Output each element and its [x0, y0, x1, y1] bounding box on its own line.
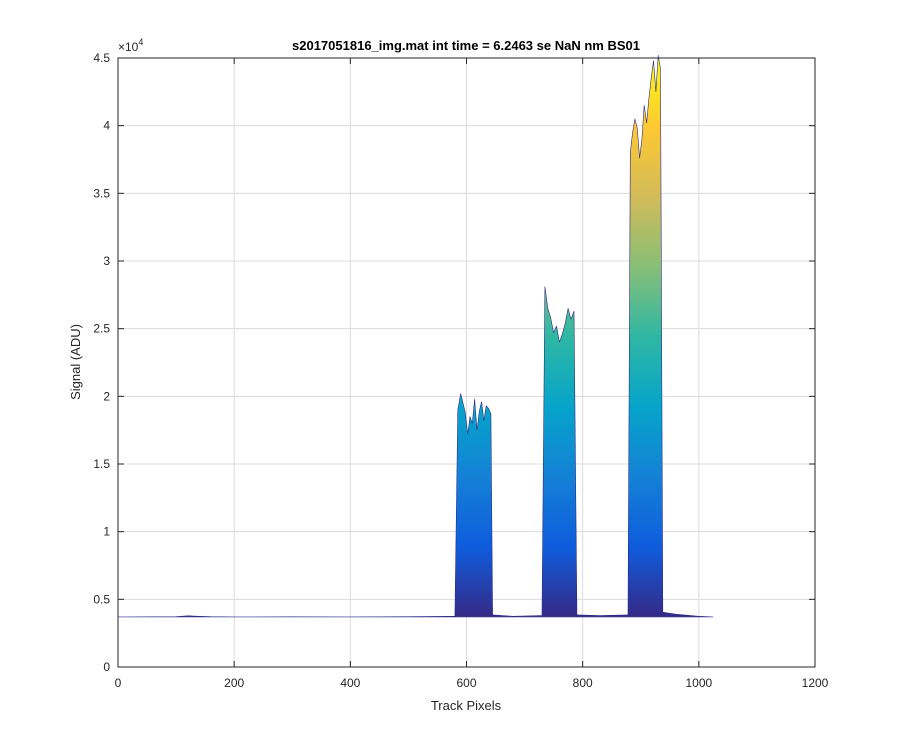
signal-area-segment — [454, 393, 493, 618]
tick-labels: 0 200 400 600 800 1000 1200 0 0.5 1 1.5 2 2.5 3 3.5 4 4.… — [93, 51, 828, 690]
signal-area-segment — [492, 614, 543, 618]
x-axis-label: Track Pixels — [431, 698, 502, 713]
y-tick-label: 3 — [103, 254, 110, 268]
y-tick-label: 4.5 — [93, 51, 110, 65]
x-tick-label: 200 — [224, 676, 244, 690]
signal-area-segment — [541, 286, 578, 618]
signal-area-segment — [576, 614, 629, 618]
y-tick-label: 2.5 — [93, 322, 110, 336]
y-tick-label: 0 — [103, 660, 110, 674]
signal-area-segment — [117, 615, 456, 618]
data-area — [117, 55, 714, 618]
x-tick-label: 800 — [573, 676, 593, 690]
signal-area-segment — [662, 611, 714, 618]
y-tick-label: 1.5 — [93, 457, 110, 471]
x-tick-label: 0 — [115, 676, 122, 690]
axis-ticks — [117, 57, 816, 668]
y-axis-label: Signal (ADU) — [68, 324, 83, 400]
signal-area-segment — [627, 55, 664, 618]
y-tick-label: 0.5 — [93, 592, 110, 606]
x-tick-label: 600 — [456, 676, 476, 690]
x-tick-label: 400 — [340, 676, 360, 690]
y-tick-label: 2 — [103, 389, 110, 403]
y-tick-label: 3.5 — [93, 186, 110, 200]
x-tick-label: 1200 — [802, 676, 829, 690]
y-exponent-label: ×104 — [118, 37, 143, 54]
x-tick-label: 1000 — [685, 676, 712, 690]
y-tick-label: 1 — [103, 525, 110, 539]
chart-title: s2017051816_img.mat int time = 6.2463 se… — [292, 38, 640, 53]
y-tick-label: 4 — [103, 119, 110, 133]
